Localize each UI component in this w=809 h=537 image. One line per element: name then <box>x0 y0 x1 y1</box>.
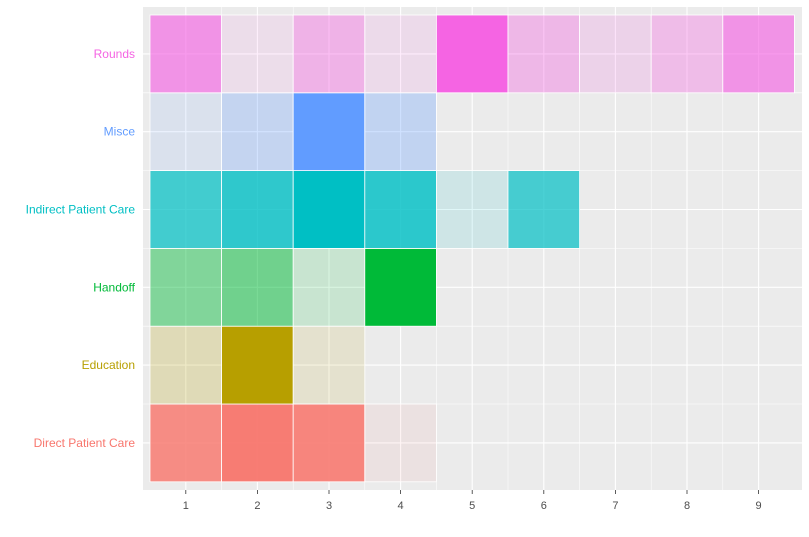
y-tick-label: Education <box>82 358 135 372</box>
x-tick-label: 8 <box>684 500 690 512</box>
x-axis-labels: 1 2 3 4 5 6 7 8 9 <box>183 490 762 512</box>
tile-misce-2 <box>221 92 294 172</box>
tile-rounds-5 <box>435 14 509 94</box>
tile-rounds-7 <box>579 14 652 94</box>
tile-indirect-patient-care-1 <box>149 170 222 249</box>
x-tick-label: 3 <box>326 500 332 512</box>
tile-rounds-1 <box>149 14 222 94</box>
tile-handoff-4 <box>364 247 437 327</box>
y-axis-labels: Direct Patient Care Education Handoff Indir… <box>26 47 136 450</box>
tile-rounds-8 <box>650 14 724 94</box>
tile-indirect-patient-care-5 <box>435 170 509 249</box>
tile-rounds-3 <box>292 14 366 94</box>
y-tick-label: Handoff <box>93 280 135 294</box>
tile-handoff-1 <box>149 247 222 327</box>
x-tick-label: 5 <box>469 500 475 512</box>
tile-direct-patient-care-3 <box>292 403 366 483</box>
tile-misce-1 <box>149 92 222 172</box>
tiles <box>149 14 795 483</box>
tile-rounds-9 <box>722 14 795 94</box>
tile-direct-patient-care-2 <box>221 403 294 483</box>
x-tick-label: 2 <box>254 500 260 512</box>
tile-direct-patient-care-1 <box>149 403 222 483</box>
tile-handoff-3 <box>292 247 366 327</box>
tile-handoff-2 <box>221 247 294 327</box>
tile-rounds-6 <box>507 14 580 94</box>
y-tick-label: Misce <box>104 125 136 139</box>
tile-indirect-patient-care-6 <box>507 170 580 249</box>
tile-education-3 <box>292 325 366 405</box>
y-tick-label: Direct Patient Care <box>34 436 136 450</box>
tile-misce-3 <box>292 92 366 172</box>
tile-indirect-patient-care-4 <box>364 170 437 249</box>
tile-indirect-patient-care-3 <box>292 170 366 249</box>
x-tick-label: 7 <box>612 500 618 512</box>
x-tick-label: 4 <box>398 500 404 512</box>
y-tick-label: Rounds <box>94 47 135 61</box>
x-tick-label: 9 <box>756 500 762 512</box>
tile-direct-patient-care-4 <box>364 403 437 483</box>
tile-rounds-4 <box>364 14 437 94</box>
tile-education-1 <box>149 325 222 405</box>
x-tick-label: 6 <box>541 500 547 512</box>
tile-indirect-patient-care-2 <box>221 170 294 249</box>
x-tick-label: 1 <box>183 500 189 512</box>
tile-rounds-2 <box>221 14 294 94</box>
tile-misce-4 <box>364 92 437 172</box>
tile-education-2 <box>221 325 294 405</box>
y-tick-label: Indirect Patient Care <box>26 203 136 217</box>
